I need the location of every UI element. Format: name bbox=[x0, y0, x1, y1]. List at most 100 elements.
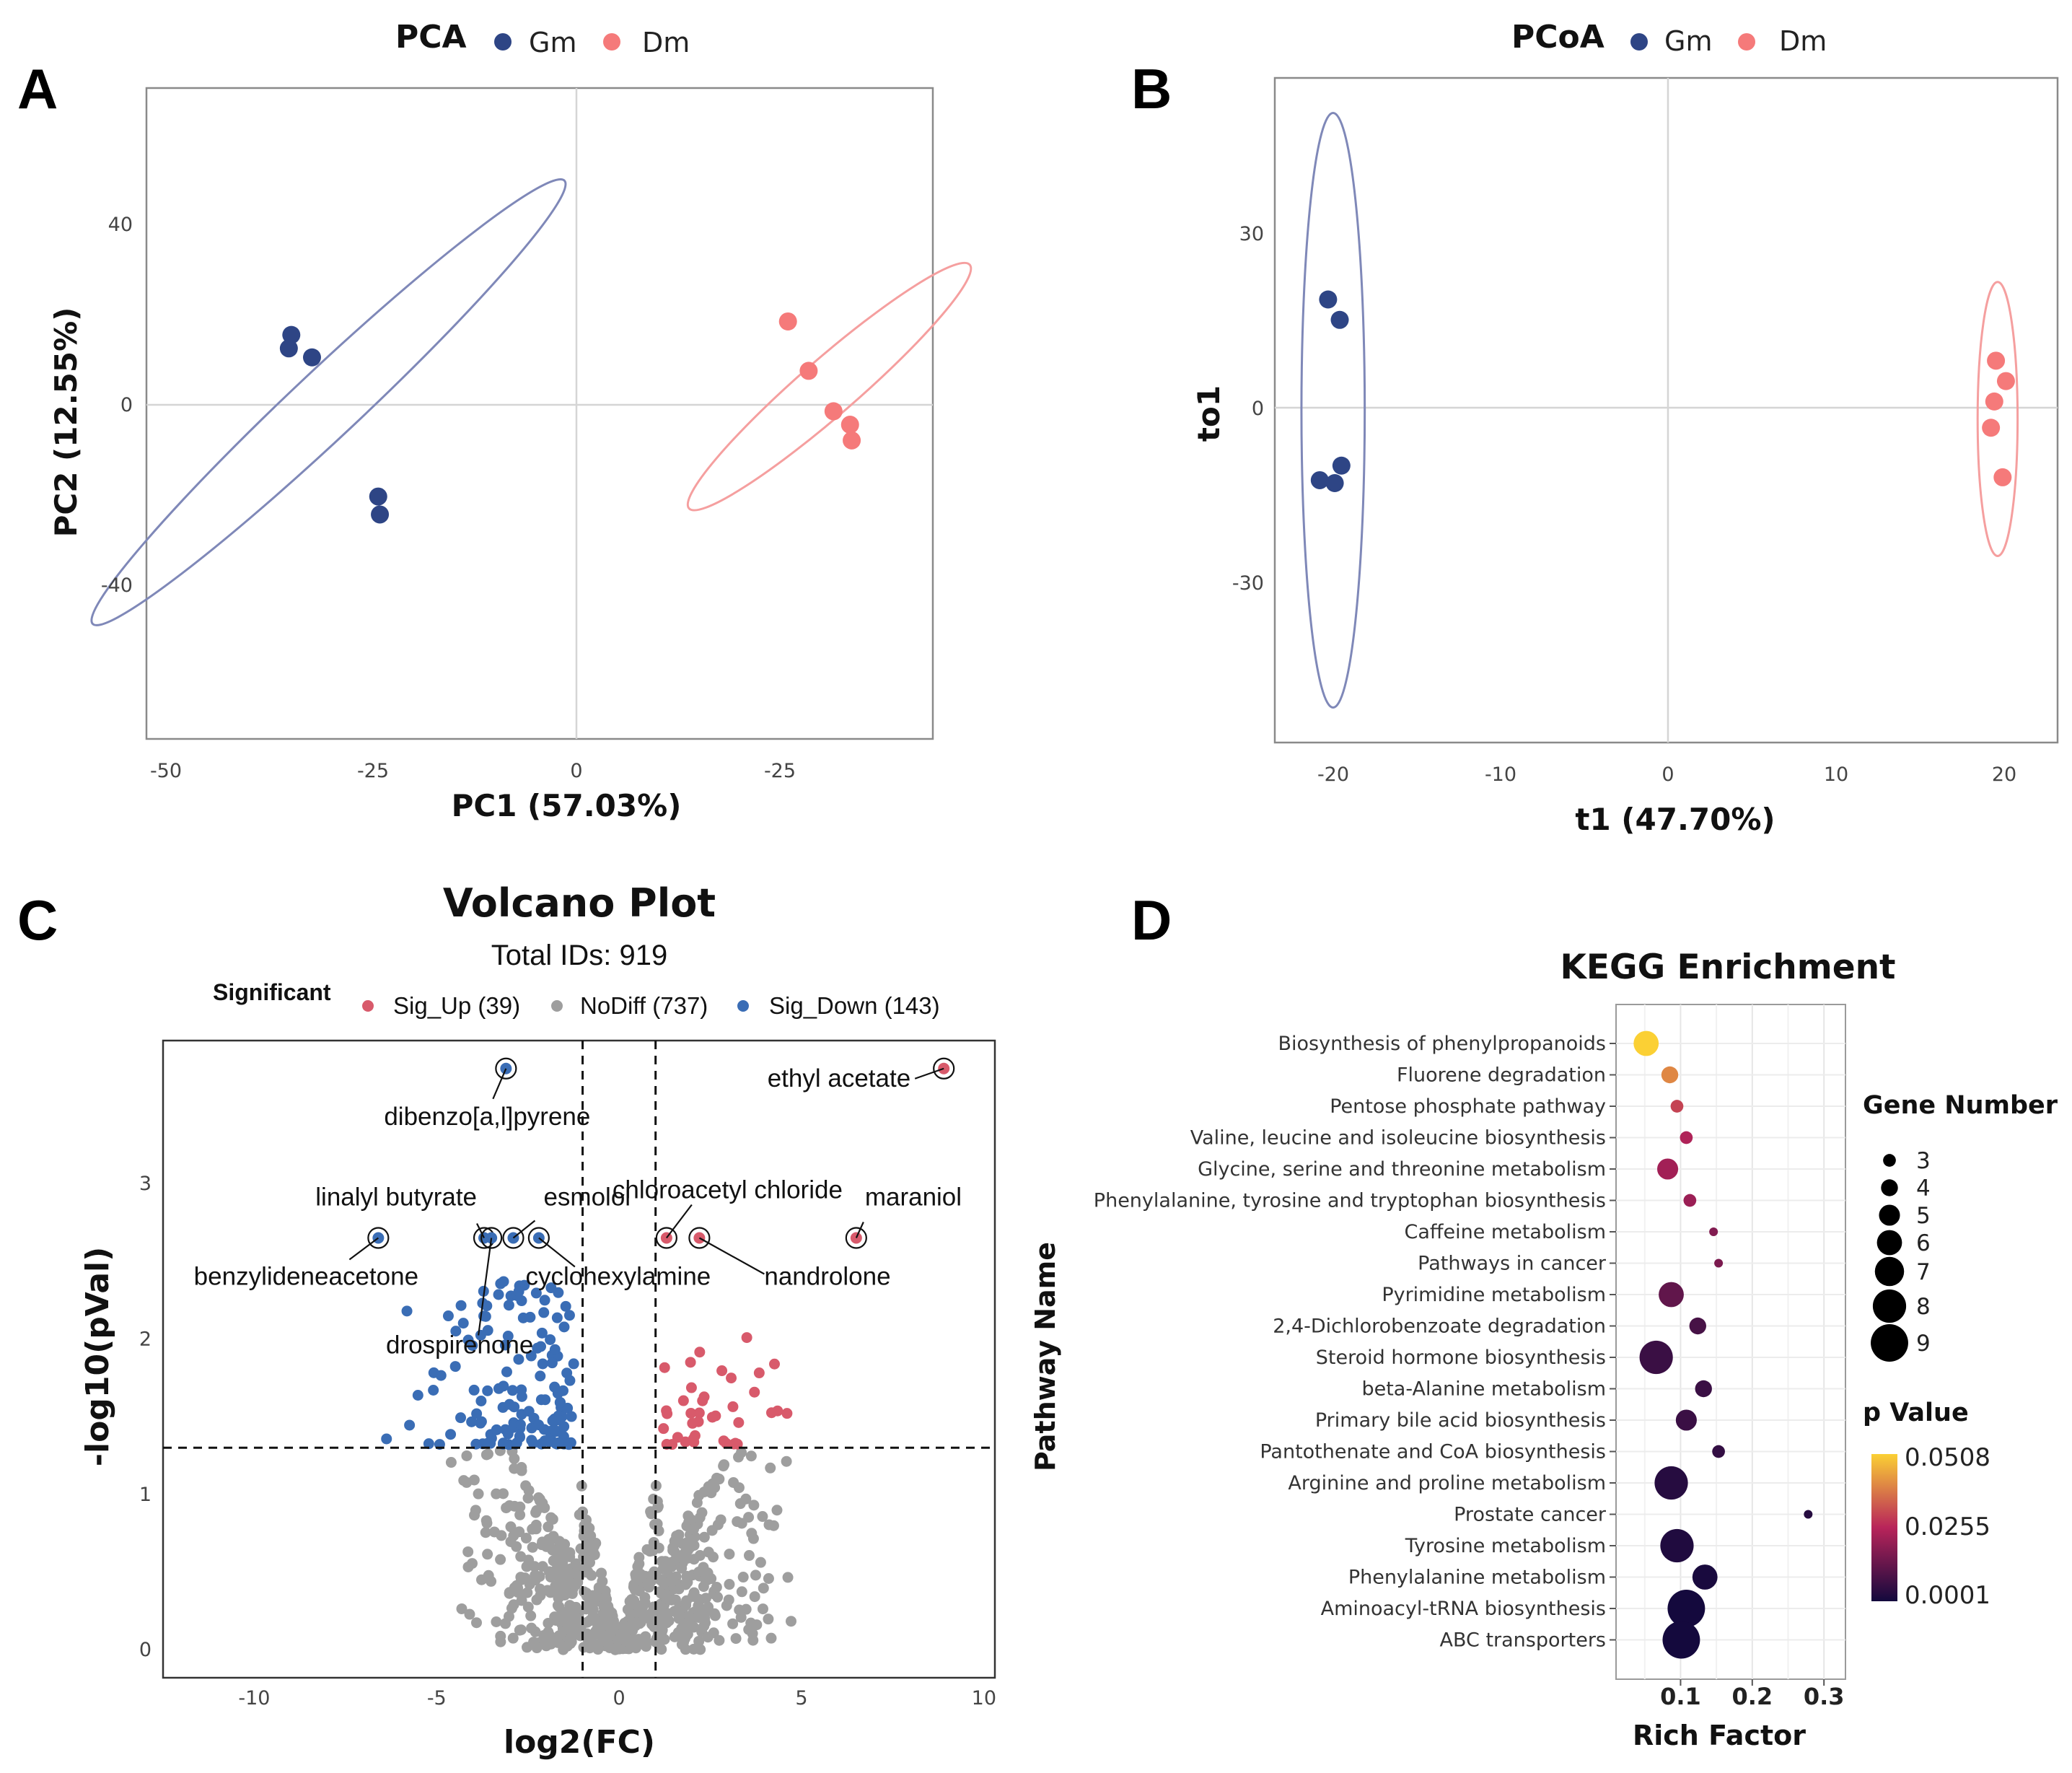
volcano-point-nodiff bbox=[471, 1617, 483, 1629]
volcano-callout-label: linalyl butyrate bbox=[315, 1183, 477, 1212]
volcano-point-nodiff bbox=[782, 1572, 794, 1583]
volcano-point-nodiff bbox=[693, 1612, 704, 1624]
volcano-point-sig-down bbox=[509, 1401, 520, 1413]
kegg-pathway-point bbox=[1654, 1466, 1688, 1500]
volcano-point-nodiff bbox=[755, 1557, 766, 1568]
panel-letter-c: C bbox=[17, 888, 58, 952]
volcano-point-sig-down bbox=[535, 1394, 547, 1406]
volcano-ytick: 0 bbox=[139, 1639, 152, 1661]
volcano-point-sig-down bbox=[404, 1419, 416, 1431]
volcano-point-nodiff bbox=[671, 1530, 682, 1541]
volcano-point-nodiff bbox=[581, 1567, 592, 1578]
volcano-point-sig-down bbox=[514, 1419, 526, 1430]
volcano-point-sig-up bbox=[741, 1332, 752, 1344]
kegg-pathway-point bbox=[1692, 1564, 1718, 1590]
volcano-point-nodiff bbox=[552, 1611, 563, 1623]
volcano-point-nodiff bbox=[656, 1556, 667, 1567]
volcano-point-nodiff bbox=[495, 1630, 506, 1642]
volcano-point-nodiff bbox=[540, 1541, 552, 1552]
volcano-point-nodiff bbox=[708, 1627, 719, 1639]
volcano-point-sig-down bbox=[547, 1415, 558, 1427]
pcoa-point-gm bbox=[1330, 310, 1349, 329]
volcano-point-sig-down bbox=[546, 1357, 558, 1369]
volcano-point-nodiff bbox=[646, 1571, 657, 1582]
kegg-pathway-label: Glycine, serine and threonine metabolism bbox=[1198, 1158, 1606, 1181]
kegg-pathway-point bbox=[1714, 1258, 1724, 1268]
pcoa-ellipse-gm bbox=[1300, 111, 1366, 709]
kegg-pathway-label: Phenylalanine, tyrosine and tryptophan b… bbox=[1094, 1190, 1606, 1212]
volcano-callout-line bbox=[348, 1237, 379, 1261]
volcano-point-sig-down bbox=[471, 1408, 483, 1419]
kegg-pathway-point bbox=[1633, 1030, 1659, 1056]
kegg-pathway-point bbox=[1712, 1445, 1725, 1458]
kegg-title: KEGG Enrichment bbox=[1560, 947, 1896, 987]
kegg-size-legend-marker bbox=[1879, 1204, 1900, 1226]
volcano-point-nodiff bbox=[559, 1538, 571, 1550]
volcano-ytick: 3 bbox=[139, 1173, 152, 1195]
volcano-point-sig-up bbox=[685, 1357, 696, 1368]
volcano-point-nodiff bbox=[698, 1581, 709, 1593]
pca-point-gm bbox=[302, 348, 321, 367]
volcano-point-sig-up bbox=[697, 1395, 708, 1406]
kegg-xtick: 0.2 bbox=[1731, 1683, 1773, 1710]
kegg-pathway-label: Pyrimidine metabolism bbox=[1382, 1284, 1606, 1306]
volcano-point-sig-down bbox=[552, 1388, 563, 1399]
volcano-point-nodiff bbox=[530, 1575, 541, 1586]
volcano-point-sig-down bbox=[498, 1437, 509, 1449]
pcoa-xtick: 10 bbox=[1824, 763, 1848, 786]
volcano-y-axis-label: -log10(pVal) bbox=[79, 1247, 116, 1466]
volcano-point-nodiff bbox=[743, 1550, 755, 1562]
volcano-callout-label: cyclohexylamine bbox=[525, 1263, 711, 1291]
volcano-point-nodiff bbox=[680, 1579, 691, 1590]
volcano-callout-label: benzylideneacetone bbox=[194, 1263, 418, 1291]
volcano-point-nodiff bbox=[587, 1546, 599, 1557]
volcano-point-nodiff bbox=[695, 1644, 706, 1655]
volcano-point-sig-up bbox=[659, 1362, 670, 1373]
volcano-point-nodiff bbox=[765, 1462, 776, 1474]
kegg-pathway-label: Arginine and proline metabolism bbox=[1288, 1472, 1606, 1494]
volcano-xtick: 10 bbox=[972, 1687, 996, 1709]
kegg-color-legend-low: 0.0001 bbox=[1905, 1581, 1990, 1610]
kegg-pathway-point bbox=[1680, 1131, 1693, 1144]
volcano-point-nodiff bbox=[736, 1447, 747, 1458]
volcano-point-sig-down bbox=[549, 1344, 561, 1355]
pca-point-gm bbox=[369, 487, 387, 506]
pca-xtick: 0 bbox=[570, 760, 582, 782]
volcano-point-nodiff bbox=[480, 1527, 491, 1538]
volcano-point-nodiff bbox=[714, 1634, 725, 1646]
volcano-point-nodiff bbox=[639, 1592, 651, 1603]
volcano-point-sig-down bbox=[560, 1300, 571, 1312]
volcano-point-sig-up bbox=[706, 1411, 718, 1423]
volcano-callout-line bbox=[538, 1237, 576, 1268]
volcano-point-nodiff bbox=[509, 1453, 520, 1464]
pcoa-legend-gm-marker bbox=[1630, 33, 1648, 51]
volcano-point-sig-down bbox=[524, 1311, 536, 1323]
volcano-point-nodiff bbox=[706, 1525, 718, 1536]
volcano-point-nodiff bbox=[708, 1551, 719, 1563]
volcano-point-nodiff bbox=[564, 1577, 576, 1589]
volcano-point-nodiff bbox=[733, 1482, 745, 1494]
pcoa-point-dm bbox=[1996, 372, 2015, 390]
volcano-point-nodiff bbox=[662, 1613, 673, 1624]
volcano-point-nodiff bbox=[640, 1641, 651, 1652]
volcano-callout-label: dibenzo[a,l]pyrene bbox=[384, 1103, 590, 1131]
volcano-point-sig-down bbox=[535, 1370, 546, 1382]
pca-ytick: -40 bbox=[101, 574, 133, 597]
volcano-point-sig-up bbox=[688, 1433, 699, 1445]
volcano-point-nodiff bbox=[564, 1551, 576, 1562]
volcano-point-nodiff bbox=[631, 1572, 642, 1583]
volcano-point-sig-down bbox=[513, 1286, 524, 1297]
volcano-point-sig-down bbox=[435, 1370, 447, 1381]
volcano-point-nodiff bbox=[505, 1521, 517, 1533]
volcano-point-nodiff bbox=[548, 1531, 559, 1542]
pca-xtick: -25 bbox=[764, 760, 796, 782]
kegg-size-legend-marker bbox=[1874, 1256, 1905, 1287]
volcano-point-nodiff bbox=[669, 1546, 680, 1557]
pca-x-axis-label: PC1 (57.03%) bbox=[452, 788, 682, 823]
volcano-legend-title: Significant bbox=[213, 979, 331, 1005]
volcano-point-nodiff bbox=[711, 1582, 722, 1593]
kegg-x-axis-label: Rich Factor bbox=[1633, 1720, 1806, 1751]
volcano-point-sig-up bbox=[733, 1417, 745, 1428]
pcoa-point-gm bbox=[1319, 290, 1338, 309]
